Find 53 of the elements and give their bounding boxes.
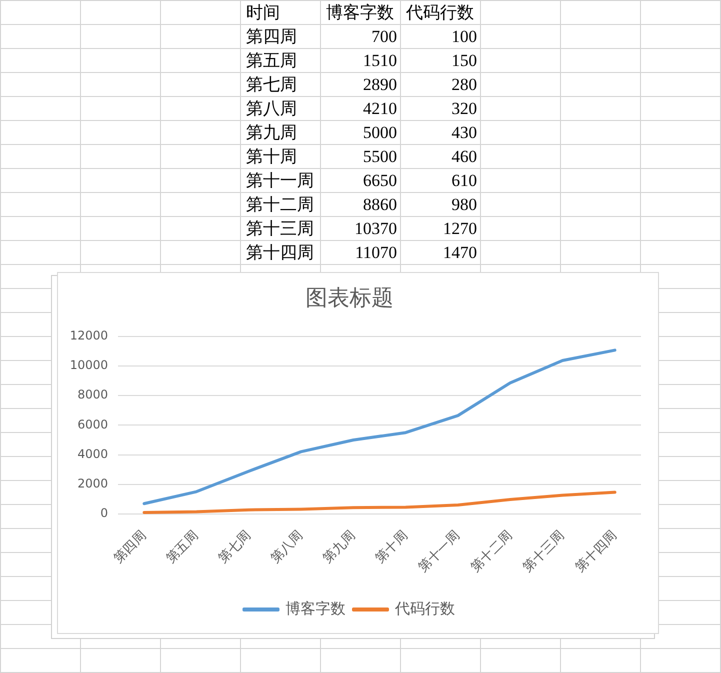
y-tick-label: 6000 (77, 417, 108, 432)
x-tick-label: 第八周 (268, 528, 306, 566)
data-label: 700 (370, 26, 398, 48)
x-tick-label: 第十四周 (572, 528, 620, 576)
data-label: 8860 (362, 194, 398, 216)
data-label: 1510 (362, 50, 398, 72)
data-label: 980 (450, 194, 478, 216)
y-tick-label: 2000 (77, 476, 108, 491)
category-label: 第七周 (245, 74, 298, 96)
category-label: 第十周 (245, 146, 298, 168)
data-label: 430 (450, 122, 478, 144)
y-tick-label: 0 (100, 506, 108, 520)
data-label: 5000 (362, 122, 398, 144)
data-label: 320 (450, 98, 478, 120)
data-label: 10370 (354, 218, 398, 240)
data-label: 150 (450, 50, 478, 72)
data-label: 2890 (362, 74, 398, 96)
data-label: 1270 (442, 218, 478, 240)
data-label: 460 (450, 146, 478, 168)
x-tick-label: 第四周 (111, 528, 150, 566)
x-tick-label: 第十一周 (416, 528, 464, 576)
text: 代码行数 (405, 2, 475, 24)
category-label: 第九周 (245, 122, 298, 144)
y-tick-label: 12000 (70, 328, 108, 343)
data-label: 11070 (354, 242, 398, 264)
data-label: 6650 (362, 170, 398, 192)
category-label: 第五周 (245, 50, 298, 72)
category-label: 第四周 (245, 26, 298, 48)
data-label: 100 (450, 26, 478, 48)
data-label: 5500 (362, 146, 398, 168)
text: 时间 (245, 2, 281, 24)
x-tick-label: 第五周 (163, 528, 202, 566)
data-label: 1470 (442, 242, 478, 264)
data-label: 280 (450, 74, 478, 96)
legend-label: 代码行数 (394, 599, 455, 618)
data-label: 4210 (362, 98, 398, 120)
x-tick-label: 第七周 (216, 528, 254, 566)
x-tick-label: 第十三周 (520, 528, 568, 576)
category-label: 第十三周 (245, 218, 315, 240)
legend-label: 博客字数 (286, 599, 346, 618)
category-label: 第八周 (245, 98, 298, 120)
chart-title: 图表标题 (306, 286, 394, 311)
text: 博客字数 (325, 2, 395, 24)
data-label: 610 (450, 170, 478, 192)
y-tick-label: 10000 (70, 358, 108, 372)
category-label: 第十一周 (245, 170, 315, 192)
x-tick-label: 第十周 (372, 528, 411, 566)
x-tick-label: 第九周 (320, 528, 359, 566)
category-label: 第十四周 (245, 242, 315, 264)
x-tick-label: 第十二周 (468, 528, 516, 576)
y-tick-label: 4000 (77, 446, 108, 461)
y-tick-label: 8000 (77, 388, 108, 402)
category-label: 第十二周 (245, 194, 315, 216)
